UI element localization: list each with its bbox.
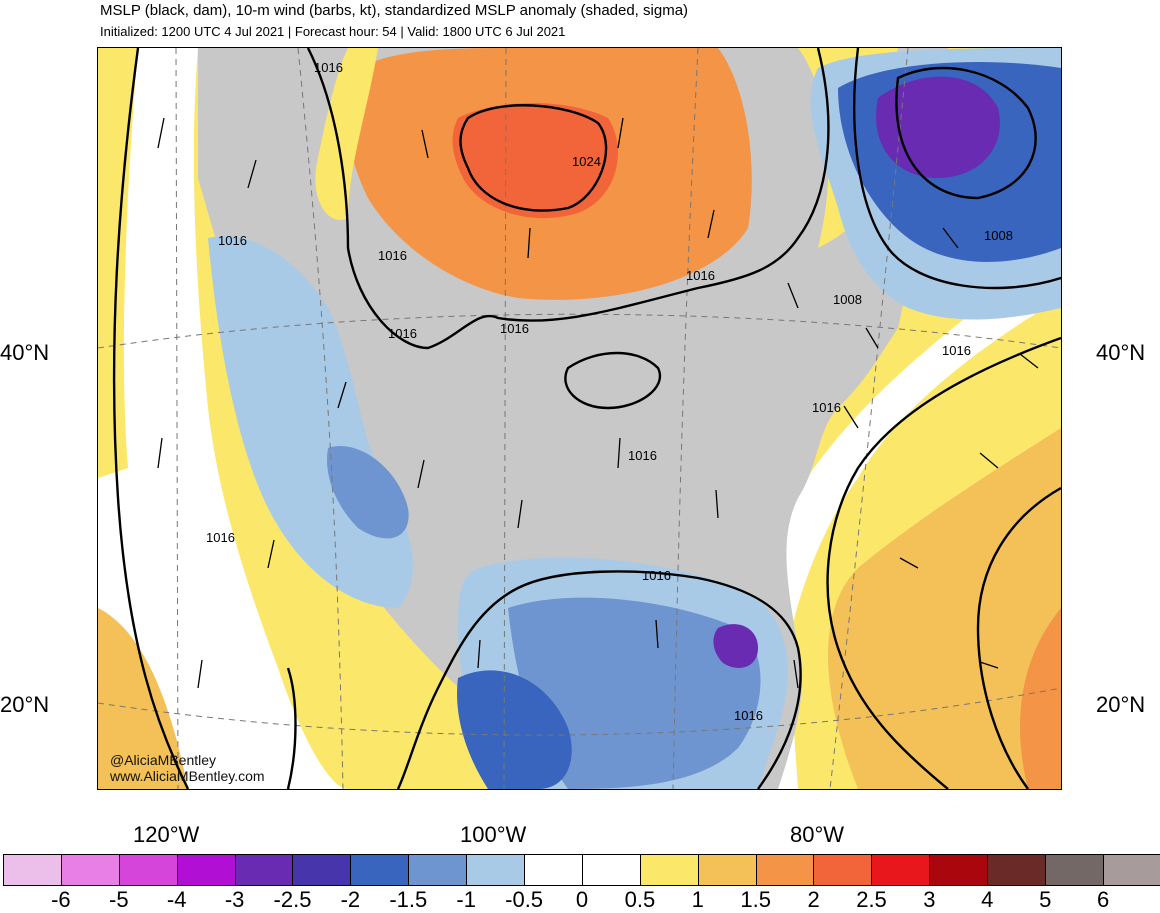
lon-label-80w: 80°W [790,822,845,847]
colorbar-cell [177,855,236,885]
lat-label-20n-right: 20°N [1096,692,1146,717]
graticule [98,48,1061,789]
isobar-label: 1016 [378,248,407,263]
lat-label-40n-right: 40°N [1096,340,1146,365]
colorbar-tick-label: 6 [1096,887,1110,912]
isobar-label: 1016 [628,448,657,463]
colorbar-cell [293,855,352,885]
colorbar-tick-label: -6 [51,887,71,912]
atlantic-orange-zone [828,428,1061,789]
isobar-label: 1016 [314,60,343,75]
wind-barbs [157,117,1039,689]
isobar-label: 1016 [642,568,671,583]
credit-handle: @AliciaMBentley [110,752,217,768]
colorbar-tick-label: -1 [456,887,476,912]
colorbar-cell [872,855,931,885]
isobar-label: 1016 [500,321,529,336]
lat-label-40n-left: 40°N [0,340,50,365]
map-canvas: 1016 1024 1016 1016 1016 1016 1016 1008 … [98,48,1061,789]
colorbar-tick-label: -5 [109,887,129,912]
colorbar-tick-label: 0 [575,887,589,912]
colorbar-tick-label: -2.5 [273,887,312,912]
canada-high-core [452,103,618,219]
map-title: MSLP (black, dam), 10-m wind (barbs, kt)… [100,2,689,19]
isobar-label: 1024 [572,154,601,169]
map-subtitle: Initialized: 1200 UTC 4 Jul 2021 | Forec… [100,24,566,39]
colorbar-tick-label: 1.5 [740,887,771,912]
lat-label-20n-left: 20°N [0,692,50,717]
isobar-label: 1016 [206,530,235,545]
isobar-label: 1016 [218,233,247,248]
colorbar-cell [988,855,1047,885]
isobar-label: 1008 [984,228,1013,243]
colorbar-tick-label: 3 [923,887,936,912]
colorbar-tick-label: 0.5 [624,887,656,912]
mexico-low-deep [457,670,572,789]
isobar-label: 1016 [686,268,715,283]
colorbar-cell [409,855,468,885]
colorbar-tick-label: -4 [166,887,187,912]
colorbar-tick-label: 2.5 [856,887,887,912]
colorbar-cell [235,855,294,885]
weather-map: 1016 1024 1016 1016 1016 1016 1016 1008 … [97,47,1062,790]
colorbar-cell [351,855,410,885]
lon-label-100w: 100°W [460,822,527,847]
anomaly-colorbar [3,854,1160,886]
colorbar-cell [119,855,178,885]
isobar-lines [112,48,1061,789]
west-low-mid [327,446,409,539]
isobar-label: 1016 [812,400,841,415]
colorbar-cell [525,855,583,885]
colorbar-cell [1103,855,1160,885]
gulf-low-mid [508,597,761,789]
atlantic-deep-orange-zone [1020,608,1061,789]
lon-label-120w: 120°W [133,822,200,847]
pacific-orange-zone [98,608,188,789]
colorbar-cell [814,855,873,885]
colorbar-cell [1046,855,1104,885]
isobar-label: 1016 [388,326,417,341]
colorbar-cell [930,855,989,885]
colorbar-cell [4,855,62,885]
isobar-label-group: 1016 1024 1016 1016 1016 1016 1016 1008 … [206,60,1013,723]
colorbar-tick-label: 4 [981,887,994,912]
colorbar-cell [698,855,757,885]
colorbar-cell [756,855,815,885]
isobar-label: 1016 [942,343,971,358]
colorbar-tick-label: -3 [224,887,245,912]
canada-yellow-edge [315,48,378,220]
gulf-low-core [713,624,758,668]
isobar-label: 1008 [833,292,862,307]
colorbar-cell [640,855,699,885]
colorbar-cell [582,855,641,885]
colorbar-cell [467,855,526,885]
colorbar-tick-label: -2 [340,887,361,912]
pacific-neutral-zone [98,48,348,789]
colorbar-tick-label: -0.5 [505,887,544,912]
colorbar-tick-label: 2 [807,887,820,912]
isobar-label: 1016 [734,708,763,723]
colorbar-cell [61,855,120,885]
colorbar-tick-label: 5 [1039,887,1052,912]
colorbar-tick-label: -1.5 [389,887,428,912]
credit-website: www.AliciaMBentley.com [110,768,265,784]
colorbar-tick-label: 1 [691,887,704,912]
